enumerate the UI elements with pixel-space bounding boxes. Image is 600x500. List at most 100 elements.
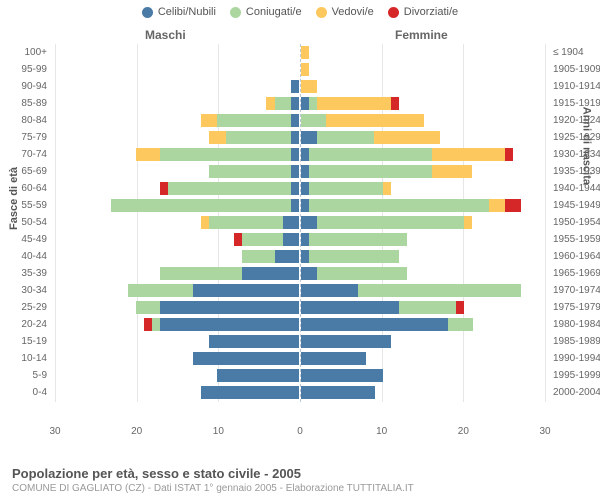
segment-con: [448, 318, 473, 331]
label-maschi: Maschi: [145, 28, 186, 42]
bar-male: [209, 165, 299, 178]
legend: Celibi/NubiliConiugati/eVedovi/eDivorzia…: [0, 0, 600, 18]
segment-ved: [317, 97, 391, 110]
segment-con: [111, 199, 291, 212]
bar-female: [301, 301, 464, 314]
segment-con: [317, 131, 374, 144]
segment-con: [317, 216, 464, 229]
segment-cel: [193, 284, 299, 297]
segment-cel: [301, 284, 358, 297]
segment-cel: [283, 233, 299, 246]
segment-cel: [291, 165, 299, 178]
age-label: 90-94: [0, 78, 47, 95]
bar-male: [201, 114, 299, 127]
bar-male: [266, 97, 299, 110]
age-label: 95-99: [0, 61, 47, 78]
segment-cel: [301, 233, 309, 246]
birth-year-label: 2000-2004: [553, 384, 600, 401]
x-tick-label: 10: [213, 426, 224, 437]
segment-con: [309, 165, 432, 178]
birth-year-label: 1920-1924: [553, 112, 600, 129]
age-label: 0-4: [0, 384, 47, 401]
segment-con: [242, 233, 283, 246]
segment-cel: [301, 318, 448, 331]
segment-con: [217, 114, 291, 127]
segment-con: [309, 97, 317, 110]
age-label: 70-74: [0, 146, 47, 163]
segment-con: [399, 301, 456, 314]
segment-con: [226, 131, 291, 144]
segment-cel: [301, 131, 317, 144]
legend-item-celibi: Celibi/Nubili: [142, 6, 216, 18]
segment-ved: [301, 46, 309, 59]
segment-cel: [291, 148, 299, 161]
bar-female: [301, 267, 407, 280]
bar-female: [301, 199, 521, 212]
legend-item-vedovi: Vedovi/e: [316, 6, 374, 18]
bar-male: [209, 335, 299, 348]
segment-ved: [209, 131, 225, 144]
segment-div: [391, 97, 399, 110]
birth-year-label: 1975-1979: [553, 299, 600, 316]
age-label: 5-9: [0, 367, 47, 384]
segment-ved: [201, 216, 209, 229]
segment-con: [209, 165, 291, 178]
birth-year-label: ≤ 1904: [553, 44, 600, 61]
segment-con: [152, 318, 160, 331]
age-label: 75-79: [0, 129, 47, 146]
segment-ved: [326, 114, 424, 127]
bar-female: [301, 148, 513, 161]
age-label: 20-24: [0, 316, 47, 333]
birth-year-label: 1915-1919: [553, 95, 600, 112]
bar-female: [301, 165, 472, 178]
bar-male: [136, 301, 299, 314]
segment-ved: [464, 216, 472, 229]
segment-cel: [160, 318, 299, 331]
bar-female: [301, 216, 472, 229]
age-label: 65-69: [0, 163, 47, 180]
footer-subtitle: COMUNE DI GAGLIATO (CZ) - Dati ISTAT 1° …: [12, 483, 414, 494]
age-label: 25-29: [0, 299, 47, 316]
bar-male: [201, 216, 299, 229]
segment-cel: [301, 250, 309, 263]
segment-cel: [291, 80, 299, 93]
segment-ved: [432, 165, 473, 178]
segment-con: [128, 284, 193, 297]
segment-con: [242, 250, 275, 263]
bar-female: [301, 97, 399, 110]
segment-con: [309, 182, 383, 195]
legend-swatch: [388, 7, 399, 18]
x-tick-label: 20: [131, 426, 142, 437]
segment-con: [136, 301, 161, 314]
segment-cel: [160, 301, 299, 314]
legend-swatch: [316, 7, 327, 18]
segment-div: [234, 233, 242, 246]
segment-cel: [301, 97, 309, 110]
segment-con: [301, 114, 326, 127]
label-femmine: Femmine: [395, 28, 448, 42]
birth-year-label: 1960-1964: [553, 248, 600, 265]
segment-cel: [301, 148, 309, 161]
legend-label: Divorziati/e: [404, 6, 458, 18]
birth-year-label: 1930-1934: [553, 146, 600, 163]
segment-div: [160, 182, 168, 195]
bar-male: [209, 131, 299, 144]
bar-female: [301, 233, 407, 246]
segment-cel: [291, 131, 299, 144]
plot: 100+≤ 190495-991905-190990-941910-191485…: [55, 44, 545, 424]
bar-male: [217, 369, 299, 382]
birth-year-label: 1965-1969: [553, 265, 600, 282]
segment-cel: [291, 114, 299, 127]
bar-male: [193, 352, 299, 365]
segment-con: [160, 148, 291, 161]
birth-year-label: 1935-1939: [553, 163, 600, 180]
segment-cel: [301, 182, 309, 195]
age-label: 50-54: [0, 214, 47, 231]
chart-footer: Popolazione per età, sesso e stato civil…: [12, 466, 414, 494]
x-tick-label: 30: [49, 426, 60, 437]
bar-male: [160, 267, 299, 280]
segment-cel: [217, 369, 299, 382]
bar-female: [301, 386, 375, 399]
x-tick-label: 0: [297, 426, 303, 437]
bar-female: [301, 63, 309, 76]
